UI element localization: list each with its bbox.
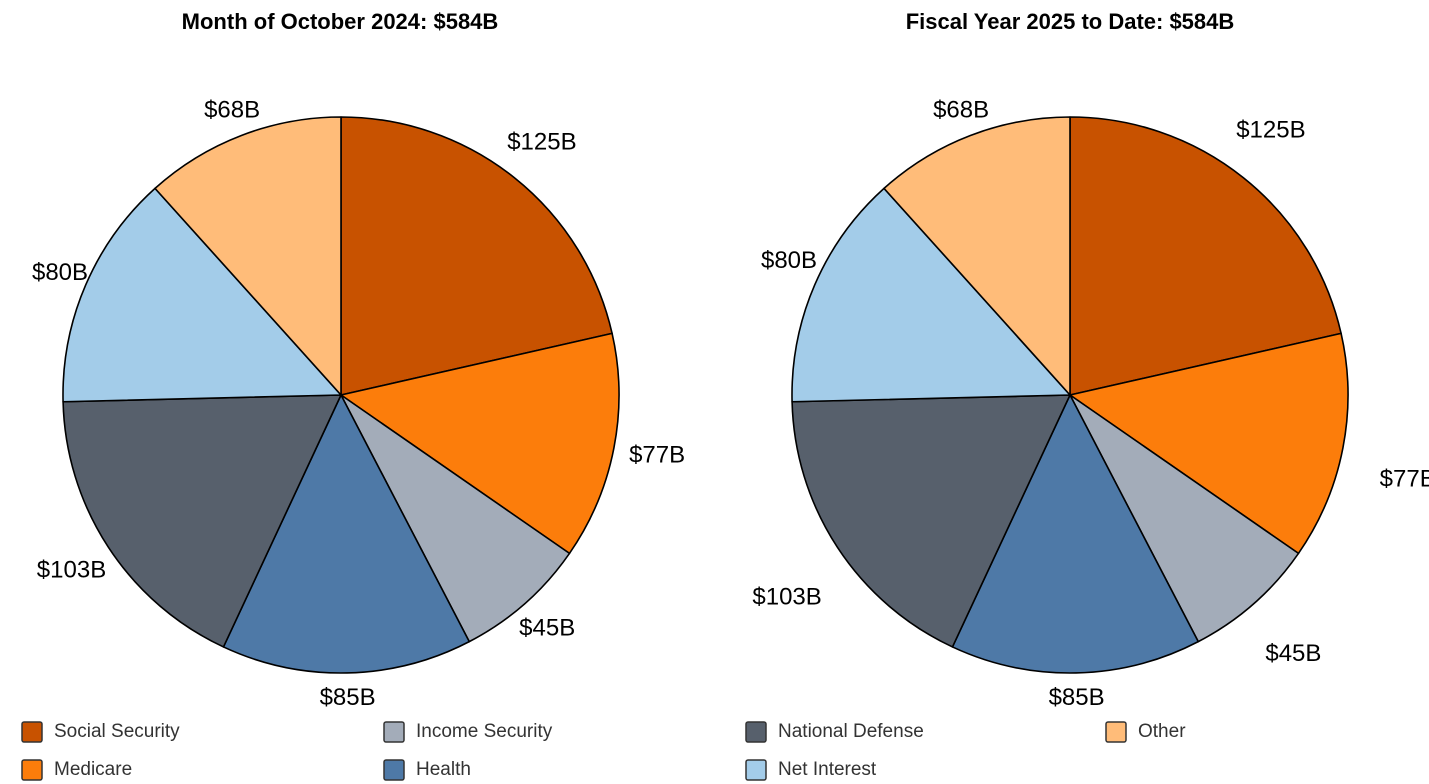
legend-item-national-defense: National Defense	[746, 721, 924, 742]
pie-label-social-security: $125B	[1236, 117, 1305, 144]
pie-label-social-security: $125B	[507, 129, 576, 156]
pie-label-other: $68B	[204, 97, 260, 124]
pie-label-income-security: $45B	[519, 614, 575, 641]
pie-chart-october-2024: Month of October 2024: $584B $125B $77B $4…	[32, 9, 685, 711]
legend-item-medicare: Medicare	[22, 759, 132, 780]
legend-swatch-other	[1106, 722, 1126, 742]
pie-label-medicare: $77B	[1380, 466, 1429, 493]
pie-slices-october-2024	[63, 117, 619, 673]
pie-chart-fiscal-year-2025: Fiscal Year 2025 to Date: $584B $125B $77…	[752, 9, 1429, 711]
pie-label-national-defense: $103B	[37, 557, 106, 584]
pie-label-income-security: $45B	[1265, 640, 1321, 667]
chart-title-october-2024: Month of October 2024: $584B	[182, 9, 499, 34]
legend-item-social-security: Social Security	[22, 721, 180, 742]
pie-label-health: $85B	[1049, 684, 1105, 711]
pie-label-health: $85B	[320, 684, 376, 711]
pie-label-other: $68B	[933, 97, 989, 124]
pie-label-national-defense: $103B	[752, 583, 821, 610]
legend-swatch-net-interest	[746, 760, 766, 780]
legend-label-income-security: Income Security	[416, 721, 553, 742]
legend-label-net-interest: Net Interest	[778, 759, 877, 780]
legend: Social Security Medicare Income Security He…	[22, 721, 1186, 780]
legend-item-other: Other	[1106, 721, 1186, 742]
legend-swatch-medicare	[22, 760, 42, 780]
legend-item-health: Health	[384, 759, 471, 780]
pie-label-medicare: $77B	[629, 442, 685, 469]
legend-swatch-income-security	[384, 722, 404, 742]
pie-label-net-interest: $80B	[32, 259, 88, 286]
legend-swatch-health	[384, 760, 404, 780]
legend-label-other: Other	[1138, 721, 1186, 742]
legend-swatch-national-defense	[746, 722, 766, 742]
pie-slices-fiscal-year-2025	[792, 117, 1348, 673]
pie-label-net-interest: $80B	[761, 247, 817, 274]
chart-title-fiscal-year-2025: Fiscal Year 2025 to Date: $584B	[906, 9, 1235, 34]
legend-item-income-security: Income Security	[384, 721, 553, 742]
legend-swatch-social-security	[22, 722, 42, 742]
legend-label-health: Health	[416, 759, 471, 780]
legend-label-social-security: Social Security	[54, 721, 180, 742]
legend-item-net-interest: Net Interest	[746, 759, 877, 780]
legend-label-medicare: Medicare	[54, 759, 132, 780]
legend-label-national-defense: National Defense	[778, 721, 924, 742]
